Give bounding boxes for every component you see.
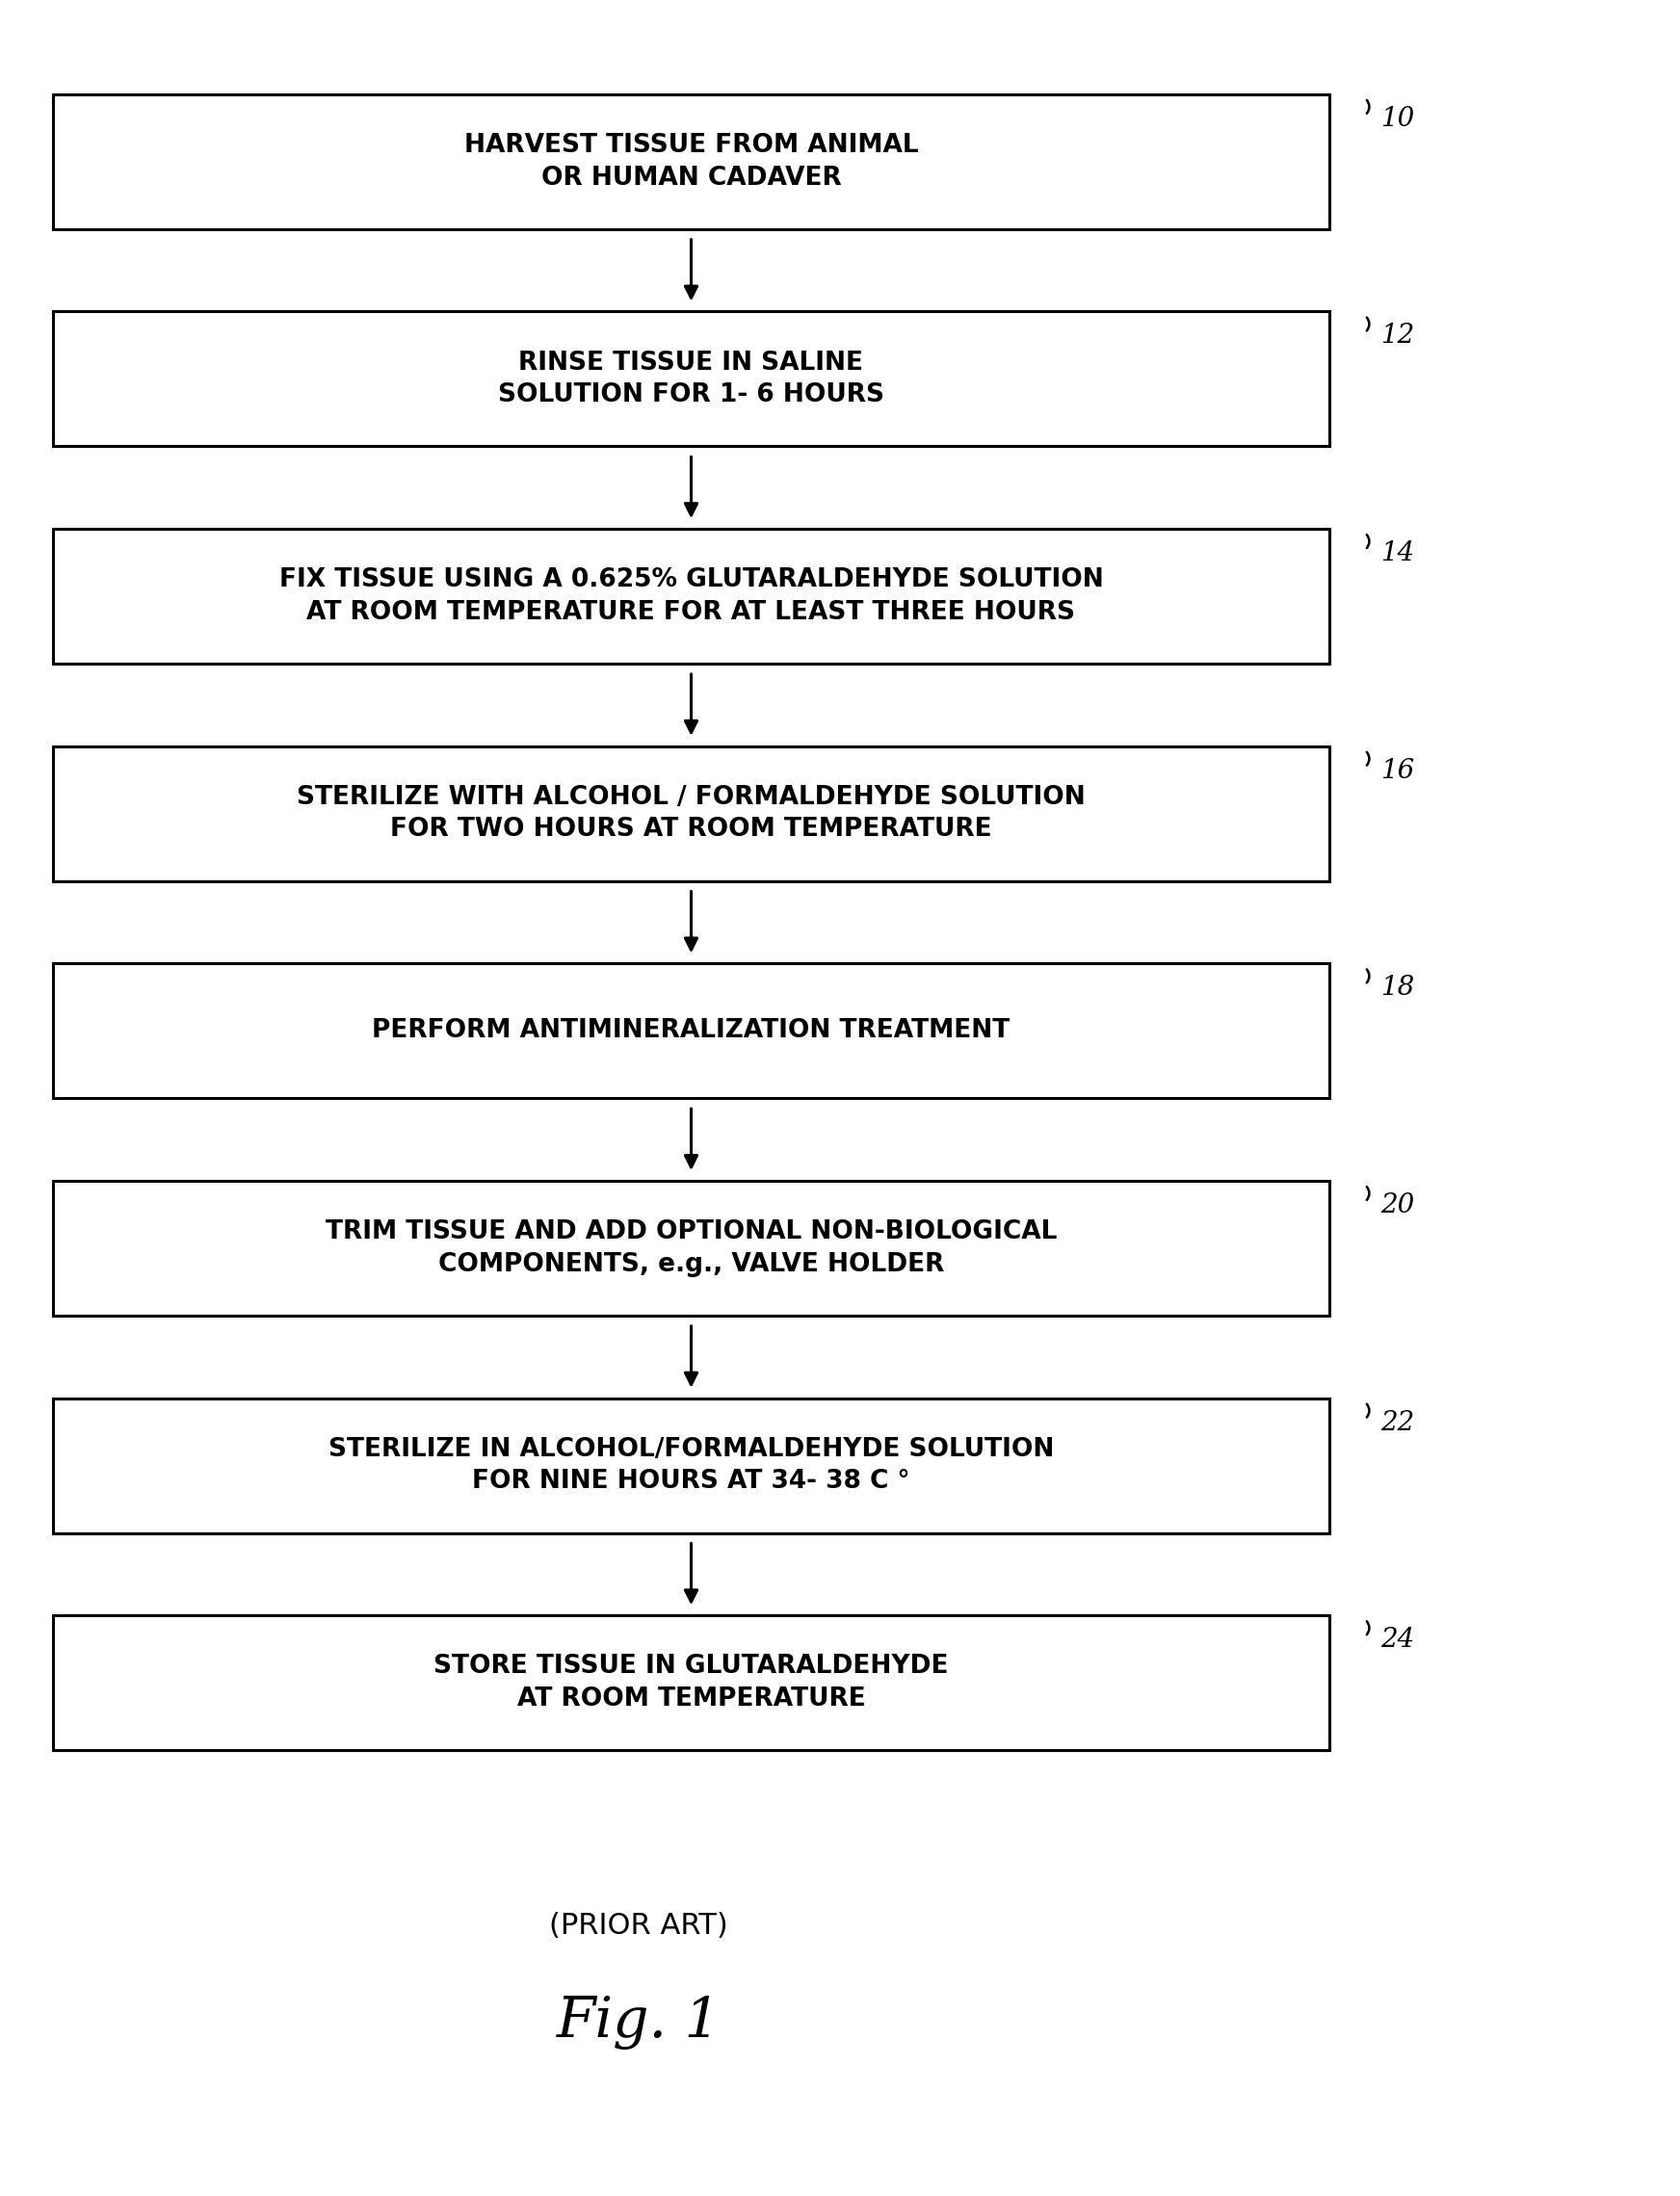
Bar (54, 1181, 1329, 1315)
Text: STERILIZE IN ALCOHOL/FORMALDEHYDE SOLUTION: STERILIZE IN ALCOHOL/FORMALDEHYDE SOLUTI… (328, 1436, 1053, 1463)
Text: STERILIZE WITH ALCOHOL / FORMALDEHYDE SOLUTION: STERILIZE WITH ALCOHOL / FORMALDEHYDE SO… (297, 784, 1085, 810)
Text: (PRIOR ART): (PRIOR ART) (549, 1913, 727, 1941)
Text: 12: 12 (1381, 323, 1415, 349)
Text: 10: 10 (1381, 105, 1415, 132)
Bar (54, 747, 1329, 881)
Text: TRIM TISSUE AND ADD OPTIONAL NON-BIOLOGICAL: TRIM TISSUE AND ADD OPTIONAL NON-BIOLOGI… (326, 1219, 1057, 1245)
Text: STORE TISSUE IN GLUTARALDEHYDE: STORE TISSUE IN GLUTARALDEHYDE (433, 1654, 949, 1680)
Text: FOR NINE HOURS AT 34- 38 C °: FOR NINE HOURS AT 34- 38 C ° (472, 1469, 911, 1493)
Bar (54, 1399, 1329, 1533)
Bar (54, 312, 1329, 446)
Text: PERFORM ANTIMINERALIZATION TREATMENT: PERFORM ANTIMINERALIZATION TREATMENT (373, 1019, 1010, 1043)
Text: 24: 24 (1381, 1627, 1415, 1654)
Text: OR HUMAN CADAVER: OR HUMAN CADAVER (541, 165, 842, 191)
Bar (54, 964, 1329, 1098)
Text: Fig. 1: Fig. 1 (556, 1996, 721, 2049)
Text: SOLUTION FOR 1- 6 HOURS: SOLUTION FOR 1- 6 HOURS (497, 382, 884, 408)
Text: COMPONENTS, e.g., VALVE HOLDER: COMPONENTS, e.g., VALVE HOLDER (438, 1252, 944, 1276)
Bar (54, 529, 1329, 663)
Text: AT ROOM TEMPERATURE FOR AT LEAST THREE HOURS: AT ROOM TEMPERATURE FOR AT LEAST THREE H… (307, 600, 1075, 626)
Text: 14: 14 (1381, 540, 1415, 567)
Text: FIX TISSUE USING A 0.625% GLUTARALDEHYDE SOLUTION: FIX TISSUE USING A 0.625% GLUTARALDEHYDE… (279, 567, 1104, 593)
Text: 18: 18 (1381, 975, 1415, 1001)
Text: 20: 20 (1381, 1192, 1415, 1219)
Text: HARVEST TISSUE FROM ANIMAL: HARVEST TISSUE FROM ANIMAL (464, 134, 919, 158)
Bar (54, 94, 1329, 228)
Text: 22: 22 (1381, 1410, 1415, 1436)
Text: RINSE TISSUE IN SALINE: RINSE TISSUE IN SALINE (519, 349, 864, 376)
Text: AT ROOM TEMPERATURE: AT ROOM TEMPERATURE (517, 1687, 865, 1711)
Text: 16: 16 (1381, 758, 1415, 784)
Bar (54, 1616, 1329, 1750)
Text: FOR TWO HOURS AT ROOM TEMPERATURE: FOR TWO HOURS AT ROOM TEMPERATURE (390, 817, 991, 843)
